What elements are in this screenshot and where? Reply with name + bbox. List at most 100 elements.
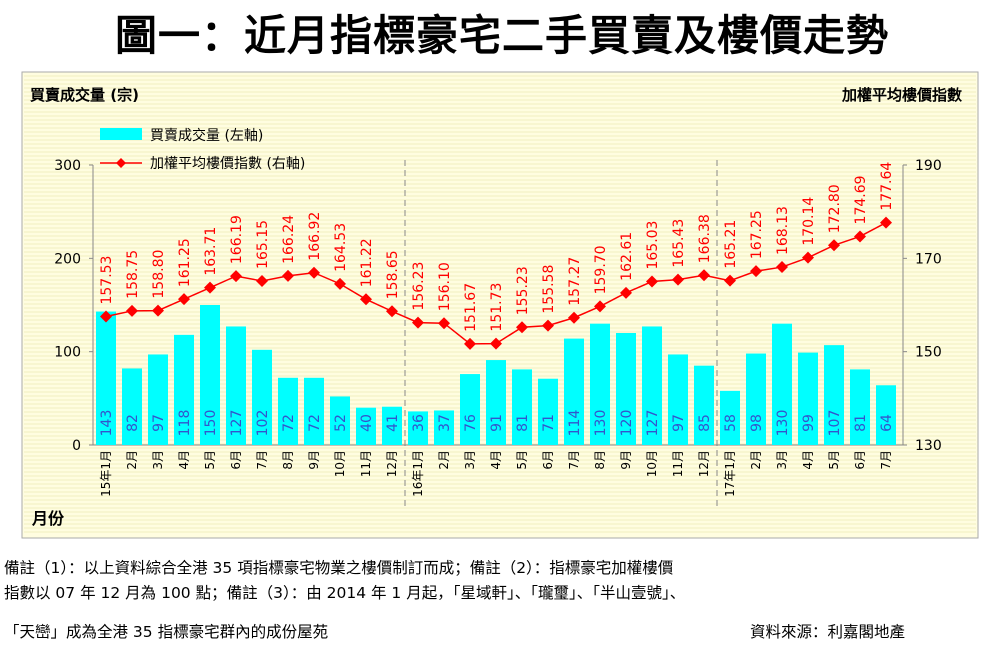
bar [876, 385, 896, 445]
index-value-label: 151.67 [463, 283, 479, 332]
index-value-label: 177.64 [879, 162, 895, 211]
bar-value-label: 72 [307, 414, 323, 432]
x-tick-label: 5月 [827, 450, 841, 470]
index-value-label: 157.27 [567, 257, 583, 306]
bar-value-label: 71 [541, 414, 557, 432]
x-tick-label: 2月 [749, 450, 763, 470]
bar [850, 369, 870, 445]
source-note: 資料來源：利嘉閣地產 [750, 623, 906, 641]
bar [512, 369, 532, 445]
bar [148, 354, 168, 445]
index-value-label: 165.15 [255, 220, 271, 269]
index-point [152, 304, 164, 317]
bar-value-label: 98 [749, 414, 765, 432]
legend-bar-swatch [100, 128, 142, 140]
index-point [854, 230, 866, 243]
index-value-label: 159.70 [593, 245, 609, 294]
bar-value-label: 130 [593, 410, 609, 437]
index-point [646, 275, 658, 288]
footnote-line-1: 備註（1）：以上資料綜合全港 35 項指標豪宅物業之樓價制訂而成；備註（2）：指… [4, 559, 674, 577]
x-tick-label: 9月 [619, 450, 633, 470]
bar [616, 333, 636, 445]
bar [798, 352, 818, 445]
bar [278, 377, 298, 445]
bar [330, 396, 350, 445]
index-value-label: 166.19 [229, 215, 245, 264]
x-tick-label: 17年1月 [723, 450, 737, 497]
index-point [672, 273, 684, 286]
bar-value-label: 72 [281, 414, 297, 432]
index-point [516, 321, 528, 334]
x-tick-label: 5月 [515, 450, 529, 470]
index-point [542, 319, 554, 332]
index-point [256, 274, 268, 287]
bar-value-label: 127 [229, 410, 245, 437]
bar [460, 374, 480, 445]
index-value-label: 170.14 [801, 197, 817, 246]
bar-value-label: 107 [827, 410, 843, 437]
x-tick-label: 3月 [463, 450, 477, 470]
index-value-label: 156.23 [411, 262, 427, 311]
x-tick-label: 4月 [177, 450, 191, 470]
index-point [698, 269, 710, 282]
bar [564, 338, 584, 445]
bar-value-label: 81 [853, 414, 869, 432]
x-tick-label: 8月 [593, 450, 607, 470]
x-tick-label: 5月 [203, 450, 217, 470]
bar [486, 360, 506, 445]
index-value-label: 158.80 [151, 250, 167, 299]
bar-value-label: 36 [411, 414, 427, 432]
bar-value-label: 127 [645, 410, 661, 437]
legend-line-label: 加權平均樓價指數 (右軸) [150, 155, 305, 172]
index-value-label: 161.22 [359, 238, 375, 287]
bar-value-label: 64 [879, 414, 895, 432]
bar [590, 323, 610, 445]
bar [824, 345, 844, 445]
bar-value-label: 97 [671, 414, 687, 432]
index-point [776, 261, 788, 274]
left-tick-label: 0 [72, 438, 81, 454]
legend-bar-label: 買賣成交量 (左軸) [150, 127, 263, 144]
bar-value-label: 37 [437, 414, 453, 432]
index-point [386, 305, 398, 318]
index-point [724, 274, 736, 287]
footnote-line-3: 「天巒」成為全港 35 指標豪宅群內的成份屋苑 [4, 623, 329, 641]
x-tick-label: 12月 [385, 450, 399, 477]
left-tick-label: 100 [54, 345, 81, 361]
bar [772, 323, 792, 445]
bar [304, 377, 324, 445]
right-tick-label: 130 [915, 438, 942, 454]
bar-value-label: 114 [567, 410, 583, 437]
index-point [412, 316, 424, 329]
x-tick-label: 12月 [697, 450, 711, 477]
index-value-label: 165.03 [645, 221, 661, 270]
index-value-label: 168.13 [775, 206, 791, 255]
index-value-label: 166.38 [697, 214, 713, 263]
bar-value-label: 85 [697, 414, 713, 432]
bar [746, 353, 766, 445]
bar [694, 365, 714, 445]
x-tick-label: 4月 [489, 450, 503, 470]
x-axis-title: 月份 [31, 509, 65, 528]
legend-diamond-icon [116, 158, 126, 168]
index-value-label: 155.58 [541, 265, 557, 314]
x-tick-label: 4月 [801, 450, 815, 470]
x-tick-label: 11月 [671, 450, 685, 477]
index-value-label: 165.43 [671, 219, 687, 268]
index-value-label: 164.53 [333, 223, 349, 272]
footnote-line-2: 指數以 07 年 12 月為 100 點；備註（3）：由 2014 年 1 月起… [4, 584, 686, 602]
index-point [490, 337, 502, 350]
index-value-label: 158.75 [125, 250, 141, 299]
index-point [438, 317, 450, 330]
index-value-label: 158.65 [385, 250, 401, 299]
bar-value-label: 143 [99, 410, 115, 437]
index-value-label: 163.71 [203, 227, 219, 276]
index-value-label: 166.92 [307, 212, 323, 261]
index-point [828, 239, 840, 252]
index-value-label: 174.69 [853, 175, 869, 224]
bar [122, 368, 142, 445]
index-point [802, 251, 814, 264]
index-value-label: 157.53 [99, 256, 115, 305]
x-tick-label: 7月 [879, 450, 893, 470]
